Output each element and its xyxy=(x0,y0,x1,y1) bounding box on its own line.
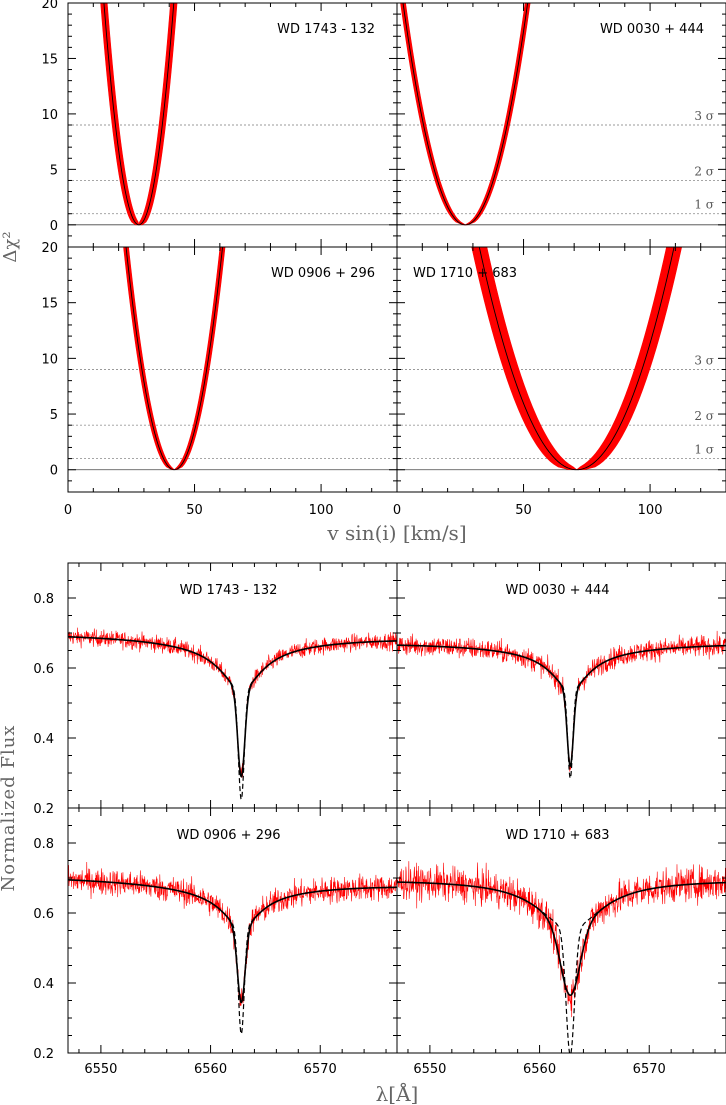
model-best-fit xyxy=(397,881,726,997)
panel-name: WD 1710 + 683 xyxy=(413,266,517,281)
x-tick-label: 100 xyxy=(638,503,663,518)
chi2-band-branch xyxy=(464,3,531,226)
chi2-band xyxy=(400,3,531,226)
chi2-x-axis-label: v sin(i) [km/s] xyxy=(326,521,466,545)
chi2-band xyxy=(100,3,178,226)
chi2-band-branch xyxy=(471,247,578,471)
chi2-best-curve xyxy=(103,3,175,226)
y-tick-label: 5 xyxy=(50,163,58,178)
y-tick-label: 0 xyxy=(50,219,58,234)
sigma-label: 1 σ xyxy=(694,198,714,212)
spectrum-plot xyxy=(397,861,726,1053)
chi2-best-curve xyxy=(402,3,529,226)
spectrum-plot xyxy=(68,861,397,1036)
chi2-best-curve xyxy=(478,247,675,471)
panel-name: WD 0906 + 296 xyxy=(271,266,375,281)
model-no-rotation xyxy=(68,636,397,801)
chi2-band xyxy=(471,247,682,471)
spectrum-x-axis-label: λ[Å] xyxy=(376,1081,419,1105)
sigma-label: 1 σ xyxy=(694,443,714,457)
model-best-fit xyxy=(68,636,397,778)
panel-name: WD 1710 + 683 xyxy=(505,828,609,843)
chi2-panel: 1 σ 2 σ 3 σ WD 1710 + 683 0 50 100 xyxy=(393,246,726,518)
panel-name: WD 0030 + 444 xyxy=(505,583,609,598)
model-best-fit xyxy=(68,879,397,1004)
panel-name: WD 1743 - 132 xyxy=(277,22,375,37)
spectrum-panel: WD 0030 + 444 xyxy=(396,562,726,809)
x-tick-label: 6550 xyxy=(84,1062,117,1077)
spectrum-plot xyxy=(68,627,397,801)
y-tick-label: 0.4 xyxy=(33,732,54,747)
y-tick-label: 0 xyxy=(50,464,58,479)
chi2-band-branch xyxy=(400,3,467,226)
model-best-fit xyxy=(397,644,726,768)
y-tick-label: 20 xyxy=(41,0,58,12)
y-tick-label: 15 xyxy=(41,297,58,312)
x-tick-label: 50 xyxy=(186,503,203,518)
observed-spectrum xyxy=(397,630,726,772)
x-tick-label: 0 xyxy=(393,503,401,518)
chi2-band-branch xyxy=(100,3,140,226)
spectrum-panel: WD 1710 + 683 6550 6560 6570 xyxy=(396,807,726,1077)
observed-spectrum xyxy=(68,627,397,778)
y-tick-label: 0.4 xyxy=(33,977,54,992)
y-tick-label: 20 xyxy=(41,241,58,256)
chi2-band xyxy=(123,247,226,471)
x-tick-label: 50 xyxy=(515,503,532,518)
model-no-rotation xyxy=(68,879,397,1036)
model-no-rotation xyxy=(397,644,726,780)
panel-name: WD 0906 + 296 xyxy=(176,828,280,843)
y-tick-label: 0.6 xyxy=(33,907,54,922)
y-tick-label: 0.2 xyxy=(33,802,54,817)
x-tick-label: 6560 xyxy=(194,1062,227,1077)
y-tick-label: 15 xyxy=(41,52,58,67)
y-tick-label: 10 xyxy=(41,108,58,123)
chi2-panel: WD 0906 + 296 0 5 10 15 20 0 50 100 xyxy=(41,241,398,518)
chi2-band-branch xyxy=(575,247,682,471)
panel-name: WD 1743 - 132 xyxy=(180,583,278,598)
panel-name: WD 0030 + 444 xyxy=(600,22,704,37)
x-tick-label: 6560 xyxy=(523,1062,556,1077)
chi2-band-branch xyxy=(138,3,178,226)
y-tick-label: 0.8 xyxy=(33,837,54,852)
x-tick-label: 6550 xyxy=(413,1062,446,1077)
spectrum-panel: WD 0906 + 296 0.2 0.4 0.6 0.8 6550 6560 6570 xyxy=(33,807,398,1077)
chi2-y-axis-label: Δχ² xyxy=(0,231,21,262)
panel-frame xyxy=(396,807,726,1054)
chi2-panel: WD 1743 - 132 0 5 10 15 20 xyxy=(41,0,398,248)
x-tick-label: 0 xyxy=(64,503,72,518)
x-tick-label: 6570 xyxy=(633,1062,666,1077)
y-tick-label: 0.6 xyxy=(33,662,54,677)
x-tick-label: 6570 xyxy=(304,1062,337,1077)
y-tick-label: 0.2 xyxy=(33,1047,54,1062)
y-tick-label: 0.8 xyxy=(33,592,54,607)
chi2-panel: 1 σ 2 σ 3 σ WD 0030 + 444 xyxy=(396,2,726,248)
sigma-label: 2 σ xyxy=(694,409,714,423)
x-tick-label: 100 xyxy=(309,503,334,518)
sigma-label: 3 σ xyxy=(694,354,714,368)
spectrum-y-axis-label: Normalized Flux xyxy=(0,725,19,892)
y-tick-label: 5 xyxy=(50,408,58,423)
y-tick-label: 10 xyxy=(41,352,58,367)
chi2-best-curve xyxy=(125,247,224,471)
sigma-label: 3 σ xyxy=(694,109,714,123)
sigma-label: 2 σ xyxy=(694,164,714,178)
spectrum-panel: WD 1743 - 132 0.4 0.6 0.8 0.2 xyxy=(33,562,398,817)
spectrum-plot xyxy=(397,630,726,780)
